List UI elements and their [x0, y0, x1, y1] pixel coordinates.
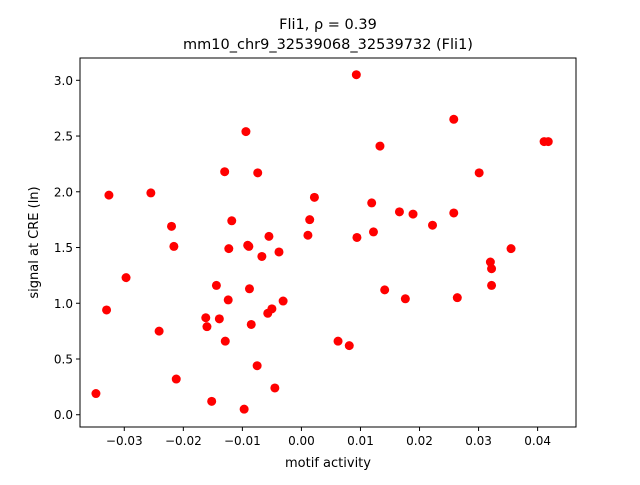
data-point-53: [485, 257, 495, 267]
data-point-49: [449, 114, 459, 124]
x-tick-label-4: 0.01: [347, 434, 374, 448]
data-point-38: [344, 341, 354, 351]
y-axis-ticks: 0.0 0.5 1.0 1.5 2.0 2.5 3.0: [54, 74, 80, 422]
data-point-4: [146, 188, 156, 198]
data-point-9: [201, 313, 211, 323]
x-axis-label: motif activity: [285, 456, 371, 471]
data-point-6: [167, 221, 177, 231]
data-point-46: [400, 294, 410, 304]
data-point-29: [264, 231, 274, 241]
data-point-37: [333, 336, 343, 346]
data-point-36: [309, 192, 319, 202]
data-point-44: [380, 285, 390, 295]
data-point-30: [267, 304, 277, 314]
data-point-27: [257, 251, 267, 261]
data-point-16: [223, 295, 233, 305]
data-point-3: [121, 273, 131, 283]
data-point-17: [224, 244, 234, 254]
data-point-55: [487, 280, 497, 290]
y-tick-label-5: 2.5: [54, 130, 73, 144]
data-point-58: [543, 137, 553, 147]
data-point-20: [241, 127, 251, 137]
data-point-50: [449, 208, 459, 218]
data-point-13: [214, 314, 224, 324]
data-point-19: [239, 404, 249, 414]
data-point-31: [270, 383, 280, 393]
data-point-40: [352, 232, 362, 242]
y-tick-label-1: 0.5: [54, 352, 73, 366]
data-point-39: [351, 70, 361, 80]
data-point-22: [244, 241, 254, 251]
data-point-12: [211, 280, 221, 290]
data-point-45: [394, 207, 404, 217]
data-point-25: [252, 361, 262, 371]
data-point-56: [506, 244, 516, 254]
data-point-52: [474, 168, 484, 178]
data-point-48: [428, 220, 438, 230]
data-point-1: [102, 305, 112, 315]
data-point-8: [171, 374, 181, 384]
x-tick-label-2: −0.01: [224, 434, 261, 448]
data-point-35: [305, 215, 315, 225]
data-point-47: [408, 209, 418, 219]
data-point-42: [368, 227, 378, 237]
data-point-0: [91, 389, 101, 399]
x-axis-ticks: −0.03 −0.02 −0.01 0.00 0.01 0.02 0.03 0.04: [106, 427, 551, 448]
data-point-54: [487, 264, 497, 274]
chart-title-line1: Fli1, ρ = 0.39: [279, 17, 377, 33]
data-point-23: [244, 284, 254, 294]
x-tick-label-6: 0.03: [465, 434, 492, 448]
plot-frame: [79, 57, 577, 428]
y-tick-label-3: 1.5: [54, 241, 73, 255]
data-point-41: [367, 198, 377, 208]
data-point-26: [253, 168, 263, 178]
data-point-10: [202, 322, 212, 332]
x-tick-label-1: −0.02: [165, 434, 202, 448]
data-point-34: [303, 230, 313, 240]
data-point-51: [452, 293, 462, 303]
data-points: [91, 70, 553, 414]
data-point-7: [169, 241, 179, 251]
y-axis-label: signal at CRE (ln): [27, 186, 42, 298]
data-point-24: [246, 319, 256, 329]
data-point-14: [220, 167, 230, 177]
data-point-5: [154, 326, 164, 336]
data-point-32: [274, 247, 284, 257]
x-tick-label-7: 0.04: [524, 434, 551, 448]
data-point-2: [104, 190, 114, 200]
y-tick-label-4: 2.0: [54, 185, 73, 199]
data-point-11: [207, 396, 217, 406]
y-tick-label-2: 1.0: [54, 297, 73, 311]
data-point-33: [278, 296, 288, 306]
data-point-18: [227, 216, 237, 226]
x-tick-label-3: 0.00: [288, 434, 315, 448]
data-point-43: [375, 141, 385, 151]
x-tick-label-0: −0.03: [106, 434, 143, 448]
data-point-15: [220, 336, 230, 346]
chart-title-line2: mm10_chr9_32539068_32539732 (Fli1): [183, 37, 473, 53]
x-tick-label-5: 0.02: [406, 434, 433, 448]
y-tick-label-0: 0.0: [54, 408, 73, 422]
y-tick-label-6: 3.0: [54, 74, 73, 88]
